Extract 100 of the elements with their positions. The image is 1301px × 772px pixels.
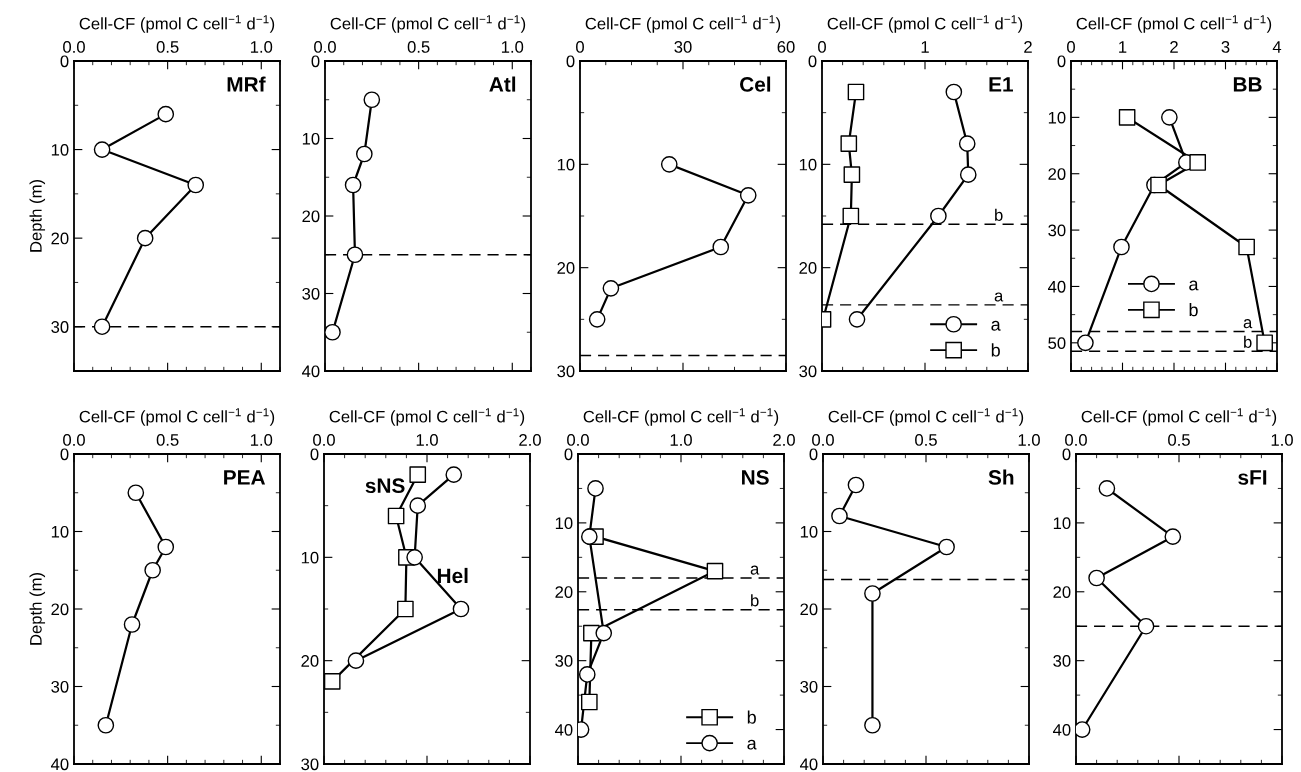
y-tick-label: 30 — [302, 287, 320, 300]
y-axis-title: Depth (m) — [29, 179, 46, 252]
y-tick-label: 30 — [799, 365, 817, 378]
x-tick-label: 0.0 — [314, 41, 336, 53]
x-tick-label: 0 — [818, 41, 826, 53]
x-tick-label: 0 — [576, 41, 584, 53]
x-axis-title: Cell-CF (pmol C cell$^{−1}$ d$^{−1}$) — [828, 408, 1024, 426]
y-tick-label: 40 — [50, 758, 69, 771]
y-tick-label: 30 — [555, 655, 573, 667]
y-tick-label: 10 — [1048, 111, 1066, 124]
y-tick-label: 20 — [800, 603, 818, 616]
x-tick-label: 0.0 — [567, 434, 589, 446]
x-axis-title: Cell-CF (pmol C cell$^{−1}$ d$^{−1}$) — [827, 15, 1023, 33]
y-tick-label: 10 — [302, 132, 320, 145]
x-tick-label: 4 — [1272, 41, 1282, 53]
x-tick-label: 0.0 — [313, 434, 335, 446]
text: PEA — [224, 470, 266, 485]
y-tick-label: 10 — [1053, 517, 1071, 530]
x-axis-title: Cell-CF (pmol C cell$^{−1}$ d$^{−1}$) — [583, 408, 779, 426]
y-tick-label: 0 — [566, 55, 575, 68]
y-tick-label: 40 — [799, 758, 818, 771]
series-label: sNS — [365, 478, 405, 494]
x-tick-label: 1.0 — [1018, 434, 1040, 446]
x-tick-label: 0.5 — [407, 41, 430, 53]
x-tick-label: 1.0 — [250, 41, 273, 53]
x-tick-label: 1 — [921, 41, 929, 53]
x-tick-label: 60 — [777, 41, 795, 53]
x-axis-title: Cell-CF (pmol C cell$^{−1}$ d$^{−1}$) — [79, 408, 275, 426]
y-tick-label: 10 — [51, 525, 69, 538]
x-tick-label: 0.0 — [812, 434, 834, 446]
x-tick-label: 0.5 — [156, 434, 179, 446]
x-tick-label: 1 — [1119, 41, 1127, 53]
x-tick-label: 2 — [1170, 41, 1178, 53]
y-tick-label: 0 — [60, 448, 69, 461]
y-tick-label: 20 — [51, 232, 69, 245]
y-tick-label: 20 — [1048, 168, 1066, 180]
y-tick-label: 30 — [557, 365, 575, 378]
text: BB — [1233, 77, 1262, 92]
x-tick-label: 0.5 — [915, 434, 937, 446]
x-tick-label: 0.0 — [1065, 434, 1087, 446]
text: MRf — [227, 76, 266, 92]
y-tick-label: 0 — [311, 55, 320, 68]
x-tick-label: 1.0 — [1271, 434, 1293, 446]
x-tick-label: 0.5 — [1168, 434, 1190, 446]
legend-label: a — [747, 739, 757, 750]
y-tick-label: 10 — [557, 158, 575, 171]
y-tick-label: 40 — [1047, 280, 1066, 293]
y-tick-label: 0 — [60, 55, 69, 68]
y-tick-label: 0 — [1057, 55, 1066, 68]
y-tick-label: 20 — [555, 586, 573, 598]
x-tick-label: 30 — [674, 41, 692, 53]
x-axis-title: Cell-CF (pmol C cell$^{−1}$ d$^{−1}$) — [585, 15, 781, 33]
text: Sh — [988, 469, 1014, 485]
x-tick-label: 1.0 — [501, 41, 524, 53]
y-tick-label: 30 — [51, 680, 69, 693]
y-tick-label: 40 — [301, 365, 320, 378]
text: sFI — [1238, 470, 1267, 485]
y-axis-title: Depth (m) — [29, 572, 46, 645]
y-tick-label: 0 — [809, 448, 818, 461]
x-axis-title: Cell-CF (pmol C cell$^{−1}$ d$^{−1}$) — [329, 408, 525, 426]
y-tick-label: 0 — [1062, 448, 1071, 461]
y-tick-label: 20 — [557, 262, 575, 274]
y-tick-label: 10 — [800, 525, 818, 538]
ref-line-label: a — [750, 565, 760, 575]
x-axis-title: Cell-CF (pmol C cell$^{−1}$ d$^{−1}$) — [1081, 408, 1277, 426]
legend-label: b — [747, 710, 756, 724]
text: Cel — [740, 76, 771, 92]
legend-label: b — [991, 343, 1000, 357]
y-tick-label: 20 — [302, 210, 320, 223]
legend-label: a — [991, 320, 1001, 331]
legend-label: a — [1189, 280, 1199, 291]
y-tick-label: 30 — [51, 321, 69, 333]
y-tick-label: 20 — [51, 603, 69, 616]
x-tick-label: 1.0 — [250, 434, 273, 446]
y-tick-label: 30 — [301, 758, 319, 771]
ref-line-label: b — [751, 594, 759, 607]
y-tick-label: 20 — [1053, 586, 1071, 598]
text: E1 — [989, 77, 1013, 92]
y-tick-label: 20 — [799, 262, 817, 274]
series-label: Hel — [437, 567, 468, 584]
y-tick-label: 10 — [555, 517, 573, 530]
x-tick-label: 3 — [1221, 41, 1230, 53]
x-axis-title: Cell-CF (pmol C cell$^{−1}$ d$^{−1}$) — [1076, 15, 1272, 33]
y-tick-label: 50 — [1048, 337, 1066, 350]
y-tick-label: 40 — [554, 723, 573, 736]
y-tick-label: 10 — [51, 143, 69, 156]
x-axis-title: Cell-CF (pmol C cell$^{−1}$ d$^{−1}$) — [79, 15, 275, 33]
y-tick-label: 40 — [1052, 723, 1071, 736]
ref-line-label: a — [1243, 319, 1253, 329]
y-tick-label: 10 — [799, 158, 817, 171]
x-tick-label: 1.0 — [416, 434, 438, 446]
y-tick-label: 20 — [301, 655, 319, 667]
text: NS — [742, 470, 769, 485]
x-tick-label: 0.0 — [63, 434, 85, 446]
legend-label: b — [1189, 303, 1198, 317]
y-tick-label: 30 — [1053, 655, 1071, 667]
y-tick-label: 30 — [800, 680, 818, 693]
x-tick-label: 0.5 — [156, 41, 179, 53]
ref-line-label: b — [995, 208, 1003, 221]
x-axis-title: Cell-CF (pmol C cell$^{−1}$ d$^{−1}$) — [330, 15, 526, 33]
